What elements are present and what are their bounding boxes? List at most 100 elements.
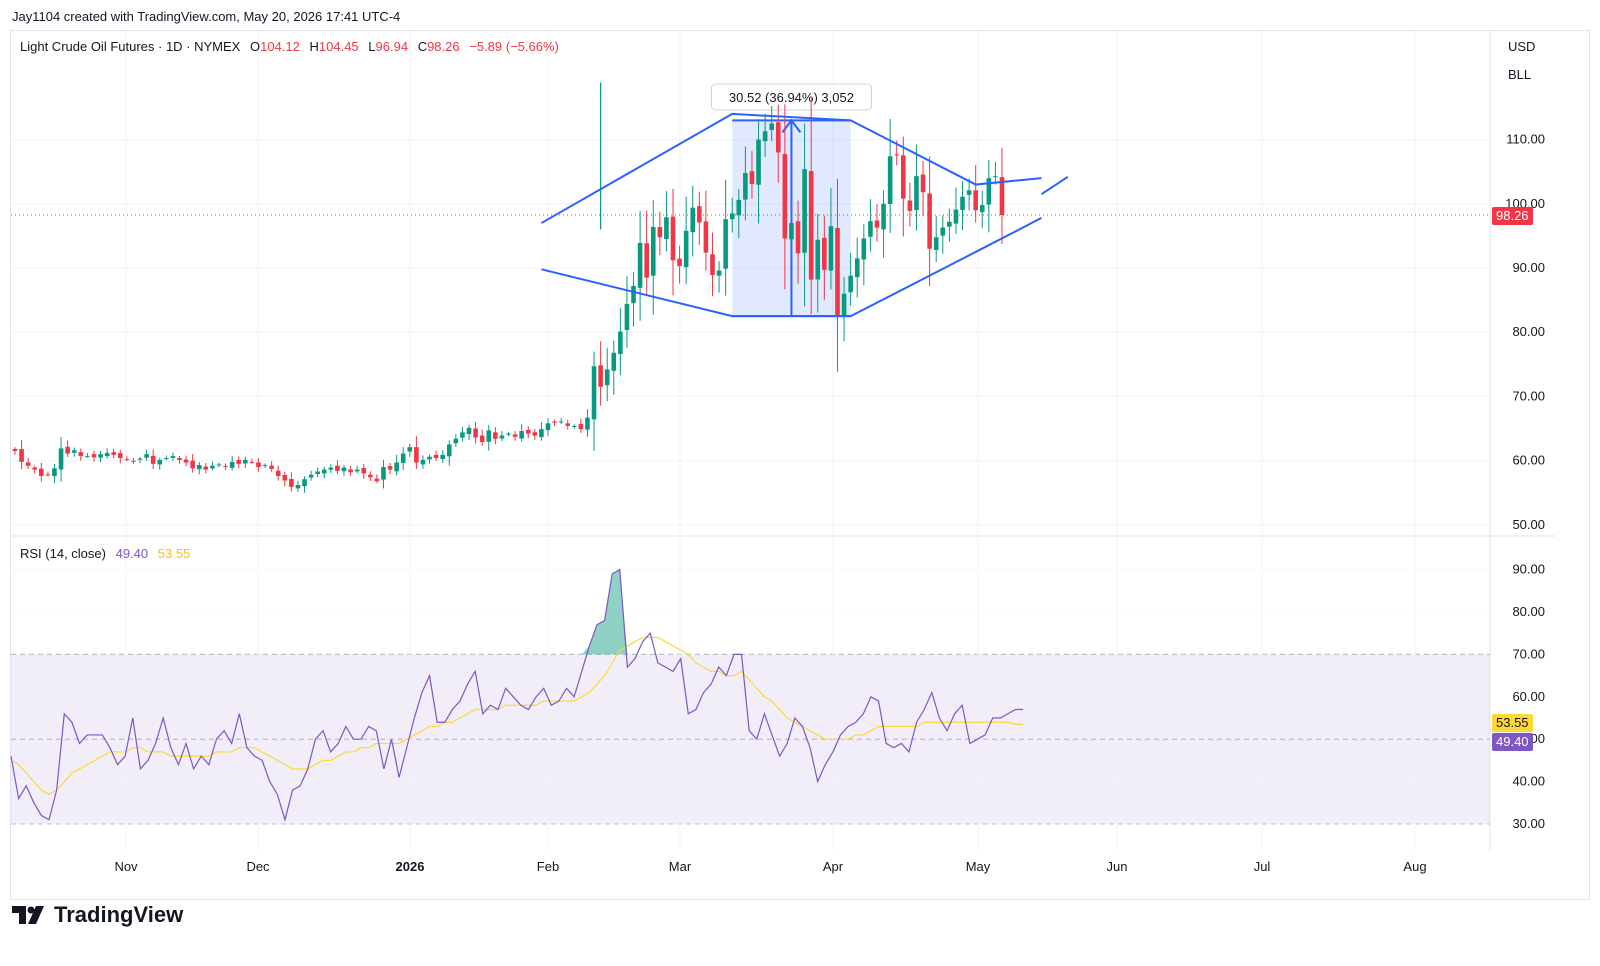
candle-body	[321, 469, 327, 474]
candle-body	[795, 221, 801, 254]
candle-body	[354, 469, 360, 472]
candle-body	[32, 467, 38, 470]
rsi-title[interactable]: RSI (14, close)	[20, 546, 106, 561]
candle-body	[58, 448, 64, 470]
chart-caption: Jay1104 created with TradingView.com, Ma…	[12, 9, 401, 24]
candle-body	[71, 450, 77, 453]
candle-body	[618, 331, 623, 354]
candle-body	[460, 432, 465, 438]
rsi-legend: RSI (14, close) 49.40 53.55	[20, 546, 190, 561]
candle-body	[85, 456, 90, 458]
price-legend: Light Crude Oil Futures · 1D · NYMEX O10…	[20, 39, 559, 54]
candle-body	[249, 461, 255, 463]
candle-body	[683, 230, 689, 268]
candle-body	[282, 474, 288, 481]
candle-body	[940, 227, 946, 236]
candle-body	[420, 459, 426, 465]
measure-label: 30.52 (36.94%) 3,052	[729, 90, 854, 105]
candle-body	[164, 458, 169, 460]
rsi-ma-value: 53.55	[157, 546, 191, 561]
candle-body	[966, 190, 972, 195]
candle-body	[874, 220, 880, 228]
measure-unit[interactable]: BLL	[1508, 67, 1532, 82]
candle-body	[841, 293, 847, 316]
candle-body	[427, 456, 432, 460]
candle-body	[887, 156, 893, 204]
candle-body	[598, 365, 603, 387]
candle-body	[854, 258, 860, 278]
high-value: 104.45	[318, 39, 359, 54]
rsi-tick-label: 80.00	[1512, 604, 1545, 619]
rsi-tick-label: 30.00	[1512, 816, 1545, 831]
candle-body	[493, 432, 498, 439]
candle-body	[341, 467, 347, 472]
candle-body	[289, 479, 294, 487]
candle-body	[868, 221, 873, 237]
currency-unit[interactable]: USD	[1508, 39, 1536, 54]
candle-body	[644, 243, 649, 278]
candle-body	[670, 216, 676, 261]
tradingview-logo[interactable]: TradingView	[12, 900, 183, 930]
candle-body	[986, 178, 992, 205]
candle-body	[697, 206, 702, 223]
candle-body	[203, 466, 209, 470]
candle-body	[775, 122, 781, 153]
candle-body	[91, 454, 97, 458]
candle-body	[999, 177, 1005, 215]
rsi-overbought-fill	[581, 569, 636, 655]
rsi-ma-tag: 53.55	[1492, 714, 1533, 732]
low-value: 96.94	[375, 39, 409, 54]
candle-body	[328, 467, 334, 470]
rsi-ma-line	[10, 636, 1024, 796]
candle-body	[453, 438, 459, 444]
candle-body	[124, 459, 130, 461]
candle-body	[512, 434, 518, 437]
candle-body	[657, 227, 663, 238]
candle-body	[808, 171, 814, 280]
measure-label-box	[710, 83, 872, 111]
candle-body	[256, 462, 261, 468]
candle-body	[677, 258, 682, 267]
close-label: C	[417, 39, 428, 54]
candle-body	[894, 154, 900, 156]
candle-body	[196, 465, 202, 470]
price-tick-label: 70.00	[1512, 388, 1545, 403]
candle-body	[736, 199, 742, 216]
candle-body	[815, 239, 821, 280]
time-tick-label: May	[966, 859, 991, 874]
rsi-tick-label: 90.00	[1512, 562, 1545, 577]
price-tick-label: 110.00	[1506, 132, 1545, 147]
candle-body	[236, 460, 242, 464]
change-value: −5.89 (−5.66%)	[469, 39, 559, 54]
candle-body	[960, 196, 965, 211]
candle-body	[690, 207, 696, 233]
candle-body	[117, 453, 123, 459]
candle-body	[631, 285, 636, 304]
candle-body	[131, 460, 136, 462]
candle-body	[479, 435, 485, 442]
time-tick-label: Apr	[823, 859, 844, 874]
candle-body	[210, 465, 215, 469]
measure-arrow-head	[781, 118, 802, 133]
candle-body	[183, 459, 189, 463]
candle-body	[19, 449, 24, 462]
candle-body	[25, 462, 31, 466]
candle-body	[979, 205, 985, 213]
candle-body	[157, 459, 163, 465]
candle-body	[920, 174, 926, 193]
candle-body	[150, 455, 156, 464]
candle-body	[769, 123, 774, 130]
candle-body	[216, 464, 222, 466]
candle-body	[177, 458, 182, 460]
candle-body	[927, 193, 932, 249]
rsi-tag: 49.40	[1492, 733, 1533, 751]
price-tick-label: 50.00	[1512, 517, 1545, 532]
candle-body	[486, 430, 492, 442]
rsi-value: 49.40	[115, 546, 149, 561]
candle-body	[545, 423, 551, 431]
candle-body	[308, 474, 314, 478]
candle-body	[315, 471, 320, 475]
rsi-tick-label: 40.00	[1512, 774, 1545, 789]
symbol-label[interactable]: Light Crude Oil Futures · 1D · NYMEX	[20, 39, 241, 54]
